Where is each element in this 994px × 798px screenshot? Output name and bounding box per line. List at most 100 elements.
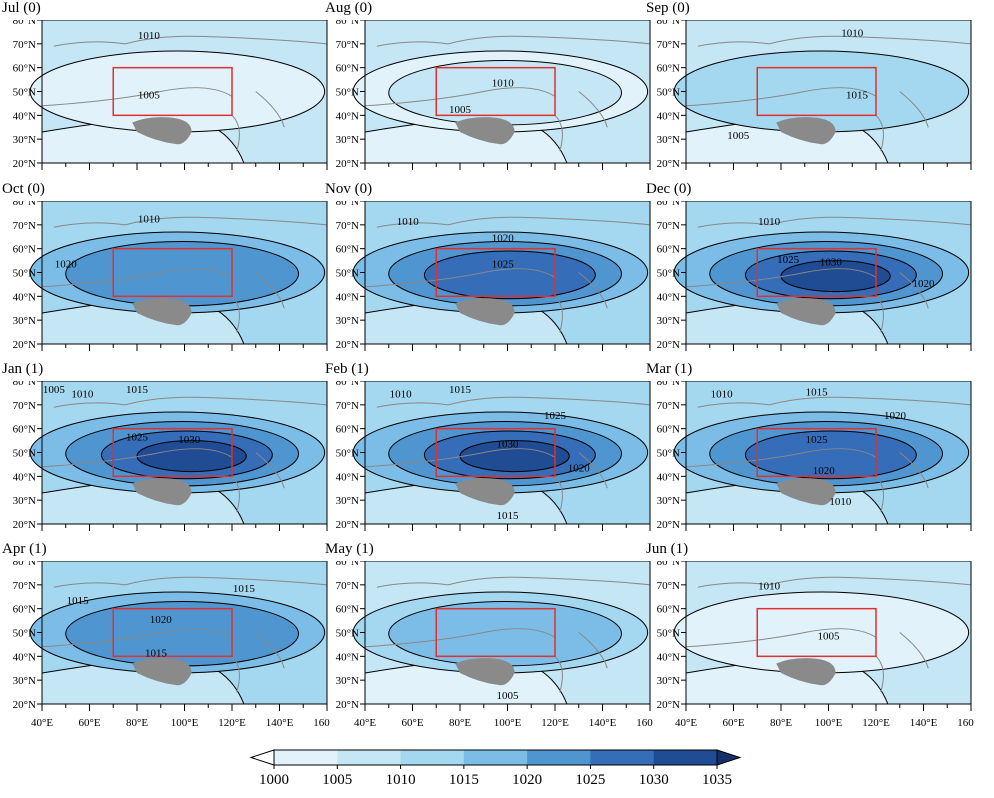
study-region-box — [435, 607, 556, 658]
lat-tick-label: 80°N — [336, 201, 359, 208]
contour-label: 1010 — [492, 78, 515, 90]
contour-label: 1010 — [397, 216, 420, 228]
study-region-box — [756, 247, 877, 298]
contour-label: 1030 — [178, 434, 201, 446]
pressure-contour — [423, 250, 596, 300]
map-panel: Dec (0) 1010 1025 1030 1020 80°N 70°N 60°N 50°N 4… — [644, 181, 974, 376]
colorbar-label: 1020 — [512, 772, 542, 788]
panel-title: Oct (0) — [2, 181, 45, 197]
tibetan-plateau-mask — [132, 298, 192, 326]
contour-label: 1020 — [813, 465, 836, 477]
lat-tick-label: 40°N — [13, 651, 36, 663]
lat-tick-label: 30°N — [657, 675, 680, 687]
lat-tick-label: 20°N — [336, 699, 359, 711]
coastline — [697, 216, 972, 228]
contour-label: 1010 — [71, 389, 94, 401]
contour-label: 1030 — [820, 256, 843, 268]
lat-tick-label: 40°N — [336, 291, 359, 303]
coastline — [53, 216, 328, 228]
study-region-box — [112, 66, 233, 117]
coastline — [53, 35, 328, 47]
lat-tick-label: 70°N — [336, 39, 359, 51]
colorbar-segment — [337, 750, 402, 765]
contour-label: 1020 — [568, 463, 591, 475]
lat-tick-label: 60°N — [657, 424, 680, 436]
colorbar-segment — [463, 750, 528, 765]
lat-tick-label: 20°N — [657, 158, 680, 170]
study-region-box — [435, 247, 556, 298]
lat-tick-label: 60°N — [336, 63, 359, 75]
lat-tick-label: 30°N — [336, 134, 359, 146]
colorbar-label: 1015 — [449, 772, 479, 788]
contour-label: 1010 — [841, 28, 864, 40]
map-panel: Apr (1) 1015 1015 1020 1015 80°N 70°N 60°N 50°N 4… — [0, 541, 341, 736]
contour-label: 1020 — [55, 259, 78, 271]
colorbar-label: 1035 — [702, 772, 732, 788]
lat-tick-label: 40°N — [657, 651, 680, 663]
lat-tick-label: 80°N — [657, 381, 680, 388]
lat-tick-label: 40°N — [336, 651, 359, 663]
colorbar-segment — [400, 750, 465, 765]
contour-label: 1015 — [806, 386, 829, 398]
lat-tick-label: 60°N — [336, 244, 359, 256]
contour-label: 1010 — [758, 216, 781, 228]
contour-label: 1025 — [544, 410, 567, 422]
study-region-box — [435, 66, 556, 117]
lat-tick-label: 30°N — [336, 495, 359, 507]
coastline — [376, 35, 651, 47]
tibetan-plateau-mask — [132, 478, 192, 506]
lon-tick-label: 160°E — [957, 717, 974, 729]
lat-tick-label: 30°N — [13, 134, 36, 146]
lon-tick-label: 120°E — [541, 717, 569, 729]
contour-label: 1020 — [913, 278, 936, 290]
map-panel: Mar (1) 1010 1015 1020 1025 1020 1010 80°N 70°N 6… — [644, 361, 974, 556]
borders — [41, 268, 285, 333]
borders — [685, 268, 929, 333]
lat-tick-label: 80°N — [657, 561, 680, 568]
pressure-contour — [744, 430, 917, 480]
panel-title: Dec (0) — [646, 181, 692, 197]
lat-tick-label: 30°N — [13, 675, 36, 687]
contour-label: 1025 — [126, 432, 149, 444]
lon-tick-label: 60°E — [78, 717, 100, 729]
colorbar-frame — [273, 749, 718, 766]
lat-tick-label: 30°N — [336, 315, 359, 327]
map-panel: Sep (0) 1010 1015 1005 80°N 70°N 60°N 50°N 40°N 3… — [644, 0, 974, 195]
pressure-contour — [780, 260, 891, 293]
lat-tick-label: 60°N — [336, 424, 359, 436]
study-region-box — [112, 247, 233, 298]
lon-tick-label: 140°E — [266, 717, 294, 729]
lat-tick-label: 80°N — [336, 20, 359, 27]
lat-tick-label: 70°N — [13, 580, 36, 592]
lat-tick-label: 20°N — [657, 339, 680, 351]
lat-tick-label: 50°N — [657, 87, 680, 99]
study-region-box — [112, 607, 233, 658]
contour-label: 1015 — [145, 647, 168, 659]
lon-tick-label: 100°E — [494, 717, 522, 729]
lat-tick-label: 80°N — [657, 20, 680, 27]
borders — [685, 628, 929, 693]
contour-label: 1005 — [449, 104, 472, 116]
coastline — [53, 576, 328, 588]
lat-tick-label: 50°N — [657, 448, 680, 460]
lon-tick-label: 140°E — [910, 717, 938, 729]
borders — [41, 448, 285, 513]
lat-tick-label: 30°N — [13, 315, 36, 327]
lat-tick-label: 50°N — [336, 628, 359, 640]
lat-tick-label: 30°N — [657, 134, 680, 146]
lat-tick-label: 50°N — [13, 87, 36, 99]
lat-tick-label: 20°N — [13, 699, 36, 711]
lat-tick-label: 80°N — [657, 201, 680, 208]
lat-tick-label: 50°N — [336, 448, 359, 460]
colorbar-segment — [653, 750, 718, 765]
contour-label: 1020 — [492, 233, 515, 245]
pressure-contour — [136, 440, 247, 473]
lat-tick-label: 20°N — [336, 339, 359, 351]
map-panel: Feb (1) 1010 1015 1025 1030 1020 1015 80°N 70°N 6… — [323, 361, 653, 556]
lat-tick-label: 40°N — [336, 471, 359, 483]
contour-label: 1010 — [138, 30, 161, 42]
borders — [364, 628, 608, 693]
colorbar-min-arrow — [249, 749, 275, 766]
lat-tick-label: 70°N — [657, 580, 680, 592]
lat-tick-label: 70°N — [336, 400, 359, 412]
